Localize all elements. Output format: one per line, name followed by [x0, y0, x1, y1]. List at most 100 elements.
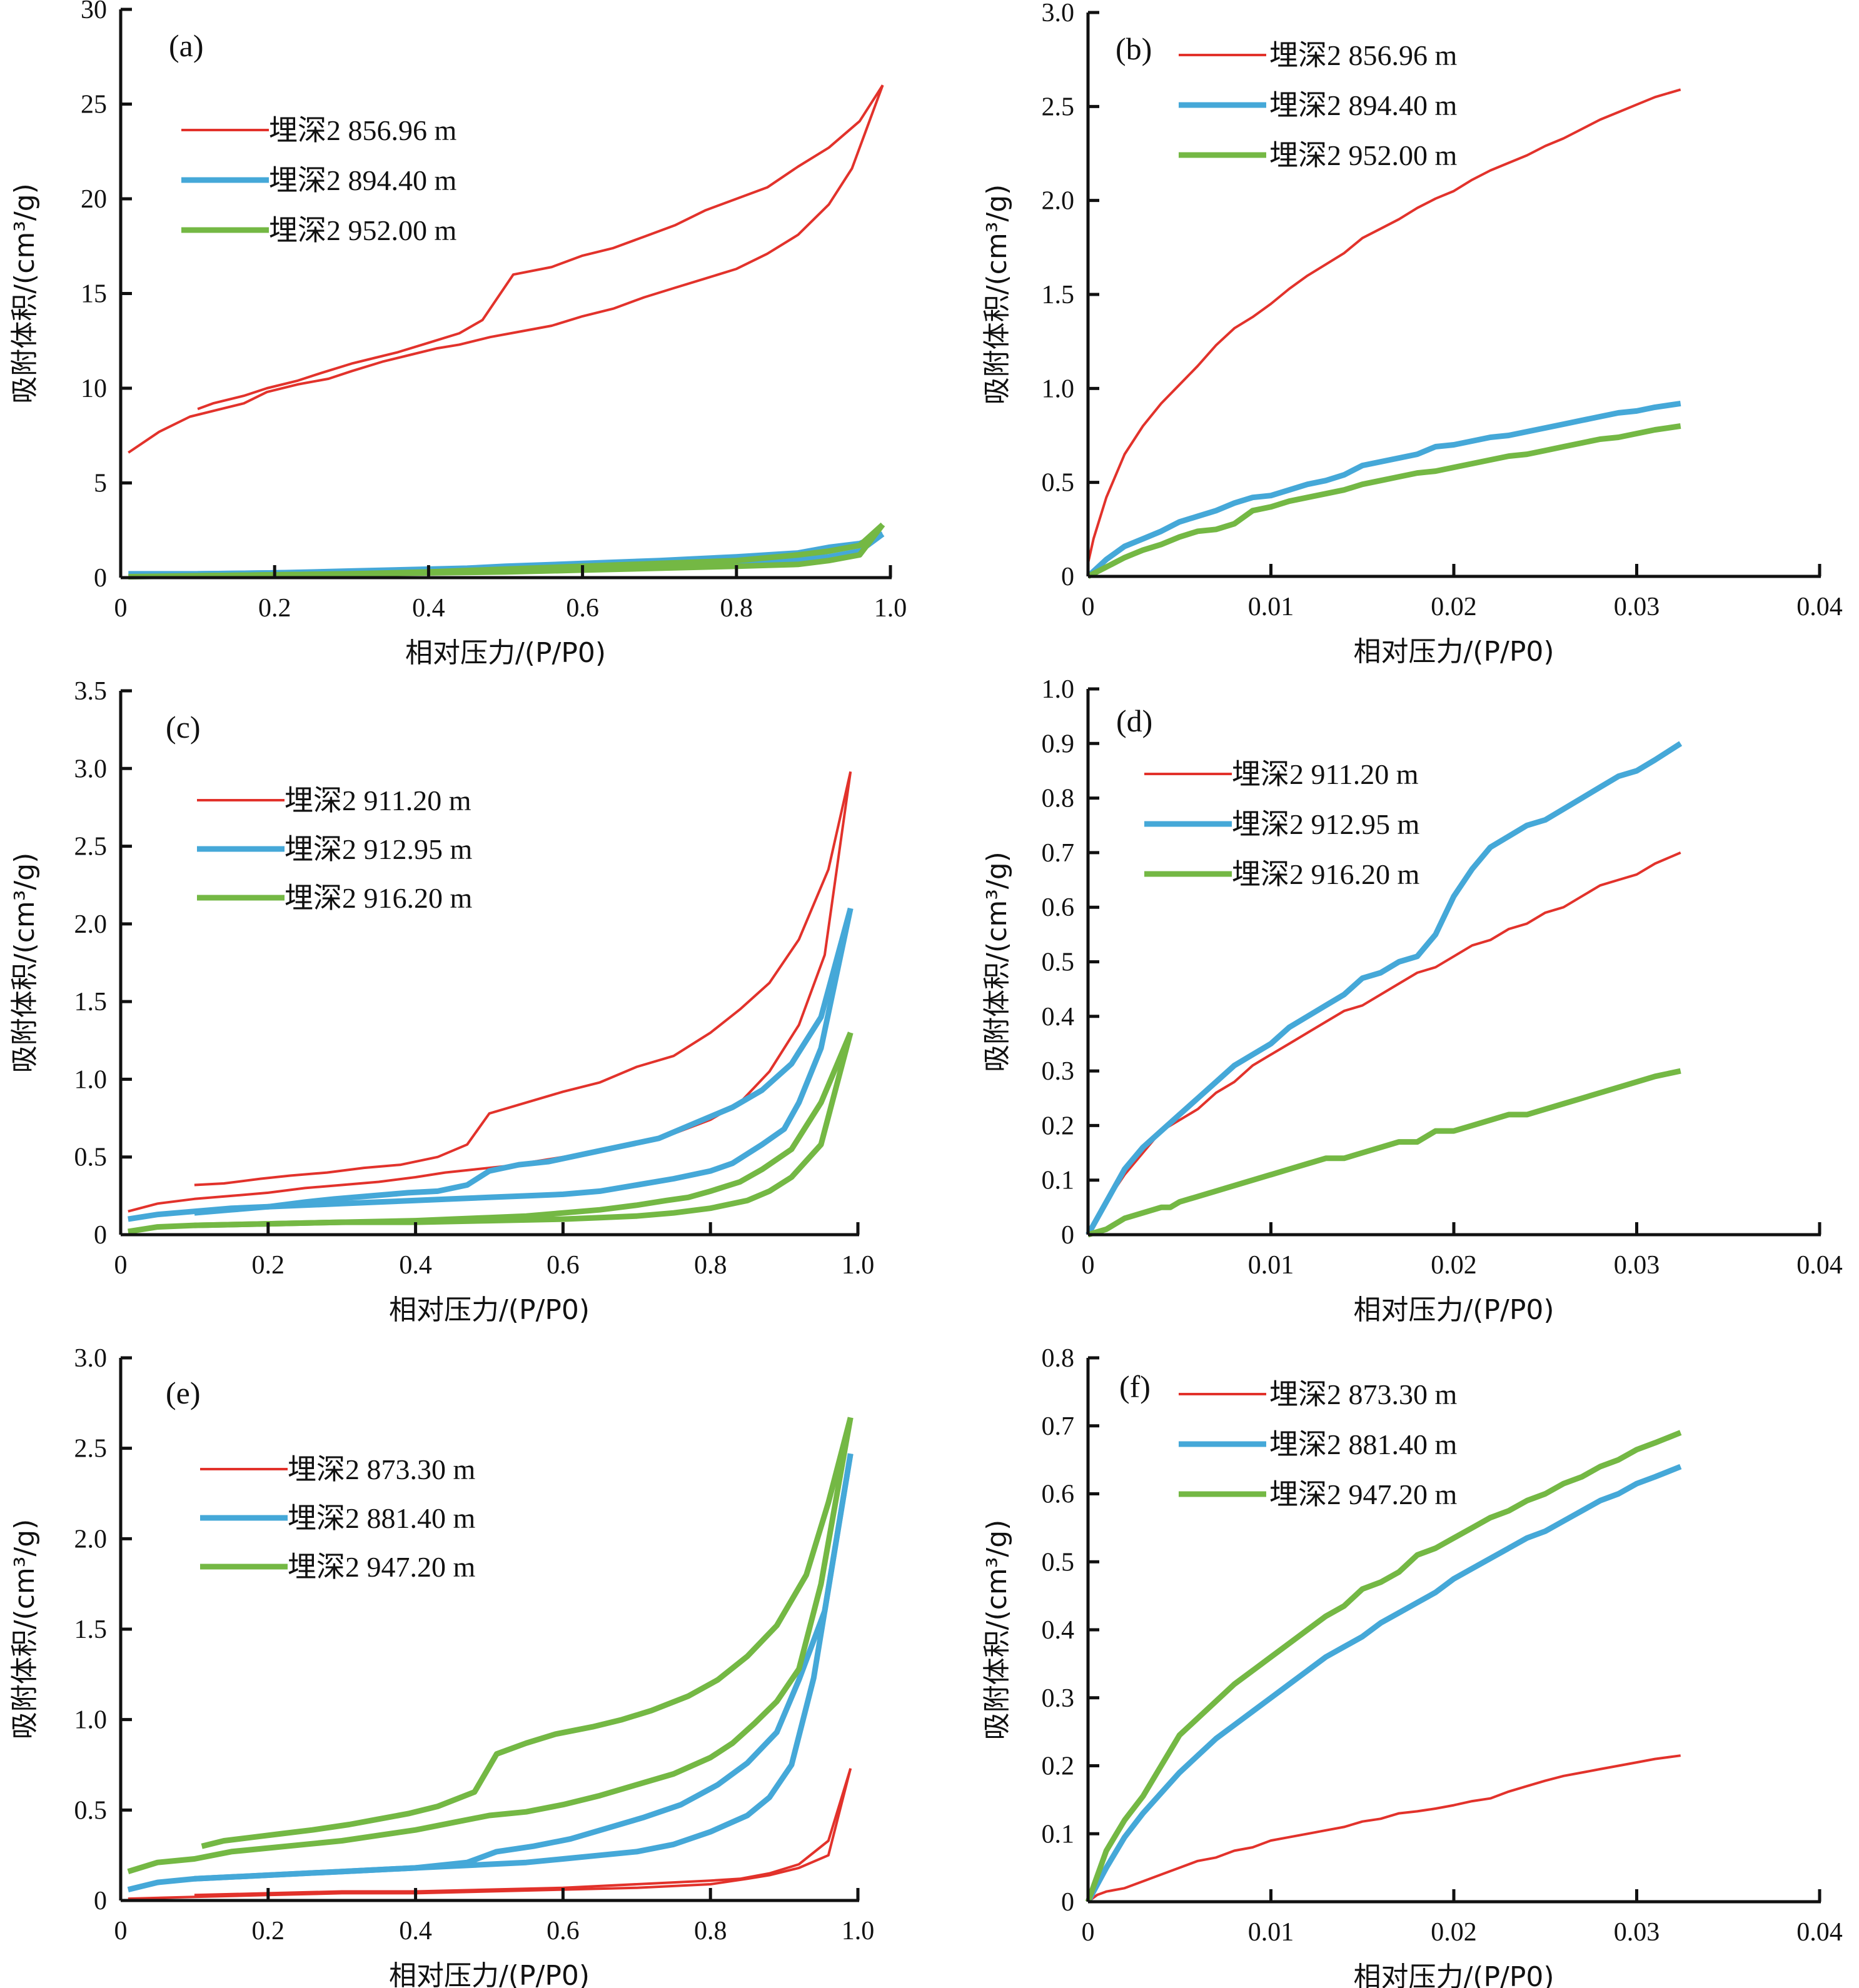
series-line-d-0-0	[1087, 851, 1681, 1235]
x-tick-label: 0.03	[1614, 1251, 1660, 1280]
legend: 埋深2 873.30 m 埋深2 881.40 m 埋深2 947.20 m	[1179, 1378, 1458, 1510]
y-tick-label: 1.0	[74, 1706, 108, 1735]
x-tick-label: 0	[1082, 1251, 1095, 1280]
series-line-f-1-0	[1086, 1463, 1682, 1904]
x-tick-label: 0.4	[399, 1917, 432, 1945]
legend-label: 埋深2 952.00 m	[269, 214, 457, 246]
x-tick-label: 0.02	[1431, 1251, 1477, 1280]
x-tick-label: 0.01	[1248, 1918, 1294, 1947]
legend-label: 埋深2 873.30 m	[1269, 1378, 1458, 1410]
legend: 埋深2 911.20 m 埋深2 912.95 m 埋深2 916.20 m	[197, 785, 473, 914]
legend-label: 埋深2 911.20 m	[1232, 758, 1419, 790]
y-tick-label: 0.9	[1042, 730, 1075, 758]
legend-label: 埋深2 911.20 m	[285, 785, 471, 816]
y-tick-label: 25	[81, 91, 107, 119]
series-line-b-2-0	[1086, 423, 1681, 580]
series-line-e-2-0	[127, 1417, 854, 1875]
y-tick-label: 0.6	[1042, 1480, 1075, 1509]
y-axis-title: 吸附体积/(cm³/g)	[981, 1520, 1013, 1740]
legend: 埋深2 856.96 m 埋深2 894.40 m 埋深2 952.00 m	[1179, 39, 1458, 171]
x-tick-label: 0.2	[258, 594, 291, 623]
chart-panel-e: 0 0.5 1.0 1.5 2.0 2.5 3.0 0 0.2 0.4 0.6 0.8 1.0 相对压力/…	[9, 1344, 874, 1988]
legend-label: 埋深2 881.40 m	[288, 1502, 476, 1534]
x-axis-title: 相对压力/(P/P0)	[1353, 1294, 1554, 1326]
y-tick-label: 0.5	[1042, 469, 1075, 498]
y-tick-label: 2.0	[74, 1525, 108, 1554]
y-tick-label: 1.0	[1042, 374, 1075, 403]
panel-label: (f)	[1119, 1369, 1151, 1404]
legend-label: 埋深2 881.40 m	[1269, 1428, 1458, 1460]
legend-label: 埋深2 894.40 m	[1269, 89, 1458, 121]
chart-panel-a: 0 5 10 15 20 25 30 0 0.2 0.4 0.6 0.8 1.0 相对压力/(P/P0) 吸…	[9, 0, 907, 669]
y-tick-label: 0.1	[1042, 1820, 1075, 1849]
y-tick-label: 0.4	[1042, 1003, 1075, 1032]
legend-label: 埋深2 856.96 m	[269, 114, 457, 146]
y-tick-label: 2.5	[1042, 93, 1075, 121]
y-tick-label: 0	[1061, 1221, 1074, 1250]
y-tick-label: 2.5	[74, 833, 108, 861]
legend: 埋深2 911.20 m 埋深2 912.95 m 埋深2 916.20 m	[1144, 758, 1420, 890]
y-tick-label: 1.0	[74, 1065, 108, 1094]
y-tick-label: 0.8	[1042, 1344, 1075, 1373]
x-tick-label: 0	[1082, 1918, 1095, 1947]
legend-label: 埋深2 912.95 m	[285, 833, 473, 865]
x-tick-label: 0.02	[1431, 593, 1477, 621]
y-tick-label: 0.3	[1042, 1684, 1075, 1713]
y-axis-title: 吸附体积/(cm³/g)	[9, 1519, 41, 1740]
series-line-d-1-0	[1086, 741, 1683, 1237]
legend-label: 埋深2 873.30 m	[288, 1453, 476, 1485]
y-tick-label: 0	[94, 1887, 107, 1915]
x-tick-label: 0.03	[1614, 593, 1660, 621]
chart-panel-f: 0 0.1 0.2 0.3 0.4 0.5 0.6 0.7 0.8 0 0.01 0.02 0.03 0.…	[981, 1344, 1843, 1988]
x-tick-label: 0.04	[1796, 1251, 1843, 1280]
series-line-e-0-1	[194, 1768, 852, 1897]
y-tick-label: 3.0	[74, 1344, 108, 1373]
y-tick-label: 15	[81, 280, 107, 309]
y-tick-label: 20	[81, 185, 107, 214]
y-tick-label: 0.5	[74, 1143, 108, 1172]
series-line-b-1-0	[1086, 400, 1681, 579]
x-tick-label: 0.6	[566, 594, 599, 623]
y-tick-label: 0.5	[74, 1796, 108, 1825]
x-tick-label: 1.0	[842, 1917, 875, 1945]
y-tick-label: 0.3	[1042, 1057, 1075, 1086]
y-tick-label: 5	[94, 469, 107, 498]
y-tick-label: 2.5	[74, 1435, 108, 1463]
x-tick-label: 0.01	[1248, 593, 1294, 621]
y-tick-label: 1.0	[1042, 675, 1075, 704]
legend-label: 埋深2 856.96 m	[1269, 39, 1458, 71]
panel-label: (a)	[169, 28, 204, 63]
legend: 埋深2 873.30 m 埋深2 881.40 m 埋深2 947.20 m	[200, 1453, 476, 1583]
panel-label: (d)	[1116, 703, 1152, 738]
y-tick-label: 0	[1061, 563, 1074, 591]
x-axis-title: 相对压力/(P/P0)	[405, 637, 606, 669]
chart-panel-c: 0 0.5 1.0 1.5 2.0 2.5 3.0 3.5 0 0.2 0.4 0.6 0.8 1.0 相对…	[9, 677, 874, 1326]
series-line-c-0-1	[194, 771, 852, 1187]
y-tick-label: 2.0	[1042, 187, 1075, 216]
y-tick-label: 0.4	[1042, 1616, 1075, 1645]
x-tick-label: 0	[114, 1251, 128, 1280]
y-tick-label: 3.0	[1042, 0, 1075, 28]
y-axis-title: 吸附体积/(cm³/g)	[981, 851, 1013, 1072]
y-tick-label: 0.2	[1042, 1112, 1075, 1140]
x-axis-title: 相对压力/(P/P0)	[1353, 1961, 1554, 1988]
series-line-f-0-0	[1087, 1754, 1681, 1903]
x-tick-label: 0	[114, 594, 128, 623]
x-axis-title: 相对压力/(P/P0)	[1353, 636, 1554, 668]
x-tick-label: 0.03	[1614, 1918, 1660, 1947]
x-tick-label: 0.4	[399, 1251, 432, 1280]
x-tick-label: 0.02	[1431, 1918, 1477, 1947]
y-tick-label: 0.2	[1042, 1752, 1075, 1781]
y-tick-label: 0	[94, 564, 107, 593]
x-tick-label: 0.2	[252, 1917, 285, 1945]
x-tick-label: 0	[1082, 593, 1095, 621]
legend-label: 埋深2 952.00 m	[1269, 139, 1458, 171]
x-tick-label: 0.2	[252, 1251, 285, 1280]
y-tick-label: 3.5	[74, 677, 108, 706]
legend-label: 埋深2 912.95 m	[1232, 808, 1420, 840]
series-line-a-0-1	[197, 84, 884, 411]
x-tick-label: 0.6	[547, 1251, 580, 1280]
panel-label: (b)	[1116, 31, 1152, 66]
x-tick-label: 0.8	[694, 1917, 727, 1945]
